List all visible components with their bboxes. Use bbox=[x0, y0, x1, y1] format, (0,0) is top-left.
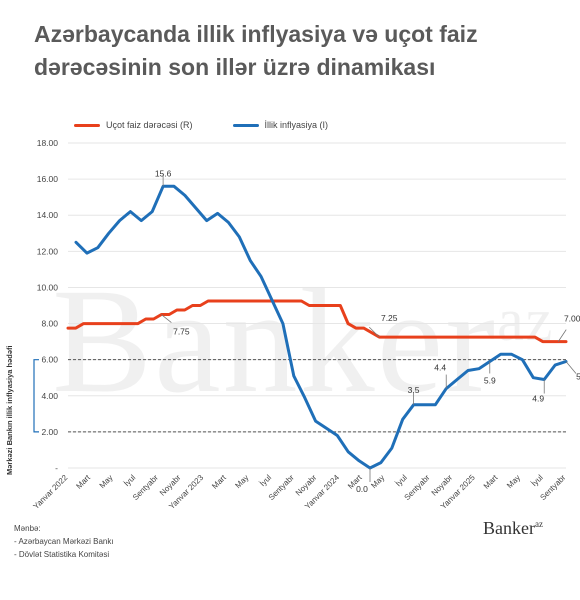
y-tick-label: 18.00 bbox=[37, 138, 59, 148]
legend-swatch-rate bbox=[74, 123, 100, 127]
y-tick-label: 2.00 bbox=[41, 427, 58, 437]
source-label: Mənbə: bbox=[14, 524, 41, 533]
brand-logo: Bankeraz bbox=[483, 518, 543, 538]
target-bracket bbox=[33, 359, 39, 433]
x-tick-label: Sentyabr bbox=[538, 473, 567, 502]
target-side-label: Mərkəzi Bankın illik inflyasiya hədəfi bbox=[5, 345, 14, 475]
legend-item-rate: Uçot faiz dərəcəsi (R) bbox=[74, 120, 193, 130]
y-tick-label: 12.00 bbox=[37, 246, 59, 256]
source-item-cb: - Azərbaycan Mərkəzi Bankı bbox=[14, 537, 114, 546]
annotation-label: 7.75 bbox=[173, 327, 190, 337]
x-tick-label: İyul bbox=[122, 473, 137, 488]
annotation-label: 7.00 bbox=[564, 314, 580, 324]
y-tick-label: 8.00 bbox=[41, 319, 58, 329]
y-tick-label: 16.00 bbox=[37, 174, 59, 184]
line-chart: 18.00 16.00 14.00 12.00 10.00 8.00 6.00 4.00 2.0… bbox=[31, 138, 580, 511]
annotation-label: 4.4 bbox=[434, 363, 446, 373]
y-tick-label: 6.00 bbox=[41, 355, 58, 365]
x-tick-label: Mart bbox=[210, 473, 228, 491]
x-tick-label: Mart bbox=[482, 473, 500, 491]
y-tick-label: 14.00 bbox=[37, 210, 59, 220]
x-tick-label: Yanvar 2022 bbox=[31, 473, 69, 511]
legend-item-inflation: İllik inflyasiya (I) bbox=[232, 120, 329, 130]
legend-swatch-inflation bbox=[232, 123, 259, 127]
annotation-label: 5.9 bbox=[576, 371, 580, 381]
annotation-leader bbox=[161, 314, 172, 323]
y-tick-label: 4.00 bbox=[41, 391, 58, 401]
y-tick-label: 10.00 bbox=[37, 282, 59, 292]
annotation-label: 0.0 bbox=[356, 484, 368, 494]
title-line-1: Azərbaycanda illik inflyasiya və uçot fa… bbox=[34, 21, 478, 47]
x-tick-label: Sentyabr bbox=[267, 473, 296, 502]
annotation-leader bbox=[557, 329, 567, 342]
x-tick-label: May bbox=[369, 473, 386, 490]
legend-label-rate: Uçot faiz dərəcəsi (R) bbox=[106, 120, 193, 130]
annotation-label: 15.6 bbox=[155, 168, 172, 178]
rate-line bbox=[66, 299, 568, 344]
x-tick-label: Mart bbox=[74, 473, 92, 491]
x-tick-label: May bbox=[233, 473, 250, 490]
x-tick-label: Sentyabr bbox=[131, 473, 160, 502]
x-tick-label: İyul bbox=[258, 473, 273, 488]
x-tick-label: May bbox=[98, 473, 115, 490]
annotation-label: 7.25 bbox=[381, 313, 398, 323]
source-block: Mənbə: - Azərbaycan Mərkəzi Bankı - Dövl… bbox=[14, 522, 114, 561]
legend: Uçot faiz dərəcəsi (R) İllik inflyasiya … bbox=[74, 120, 328, 130]
x-tick-label: Sentyabr bbox=[403, 473, 432, 502]
annotation-leader bbox=[368, 326, 380, 338]
annotation-label: 4.9 bbox=[532, 394, 544, 404]
annotation-label: 5.9 bbox=[484, 375, 496, 385]
title-line-2: dərəcəsinin son illər üzrə dinamikası bbox=[34, 54, 436, 80]
x-tick-label: İyul bbox=[530, 473, 545, 488]
annotation-label: 3.5 bbox=[408, 385, 420, 395]
inflation-line bbox=[74, 184, 568, 470]
x-tick-label: May bbox=[505, 473, 522, 490]
source-item-stat: - Dövlət Statistika Komitəsi bbox=[14, 550, 110, 559]
y-tick-label: - bbox=[55, 463, 58, 473]
chart-title: Azərbaycanda illik inflyasiya və uçot fa… bbox=[34, 18, 554, 84]
x-tick-label: İyul bbox=[394, 473, 409, 488]
annotation-leader bbox=[565, 361, 577, 374]
legend-label-inflation: İllik inflyasiya (I) bbox=[264, 120, 329, 130]
